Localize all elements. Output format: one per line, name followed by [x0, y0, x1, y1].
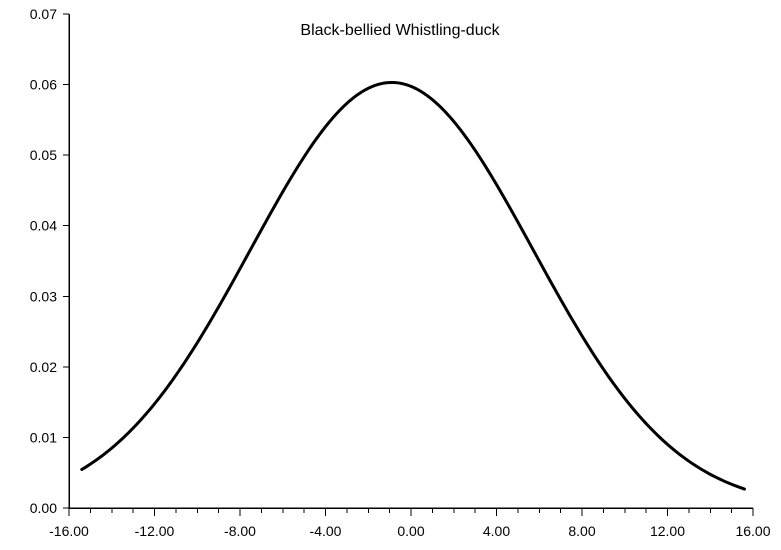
y-tick-label: 0.07: [30, 6, 57, 22]
x-tick-label: 4.00: [483, 523, 510, 539]
x-tick-label: -8.00: [224, 523, 256, 539]
y-tick-label: 0.06: [30, 77, 57, 93]
y-tick-label: 0.05: [30, 147, 57, 163]
x-tick-label: 0.00: [397, 523, 424, 539]
x-tick-label: -16.00: [49, 523, 89, 539]
y-tick-label: 0.00: [30, 500, 57, 516]
y-tick-label: 0.04: [30, 218, 57, 234]
chart-title: Black-bellied Whistling-duck: [300, 22, 500, 39]
series-group: [80, 80, 746, 491]
x-tick-label: 8.00: [568, 523, 595, 539]
x-axis: -16.00 -12.00 -8.00 -4.00 0.00 4.00 8.00 12.00 1…: [49, 507, 771, 539]
x-tick-label: 12.00: [650, 523, 685, 539]
y-tick-label: 0.02: [30, 359, 57, 375]
x-tick-label: -4.00: [310, 523, 342, 539]
x-tick-label: 16.00: [735, 523, 770, 539]
y-tick-label: 0.01: [30, 429, 57, 445]
density-curve: [80, 80, 746, 491]
y-tick-label: 0.03: [30, 288, 57, 304]
y-axis: 0.00 0.01 0.02 0.03 0.04 0.05 0.06 0.07: [30, 6, 70, 516]
x-tick-label: -12.00: [135, 523, 175, 539]
